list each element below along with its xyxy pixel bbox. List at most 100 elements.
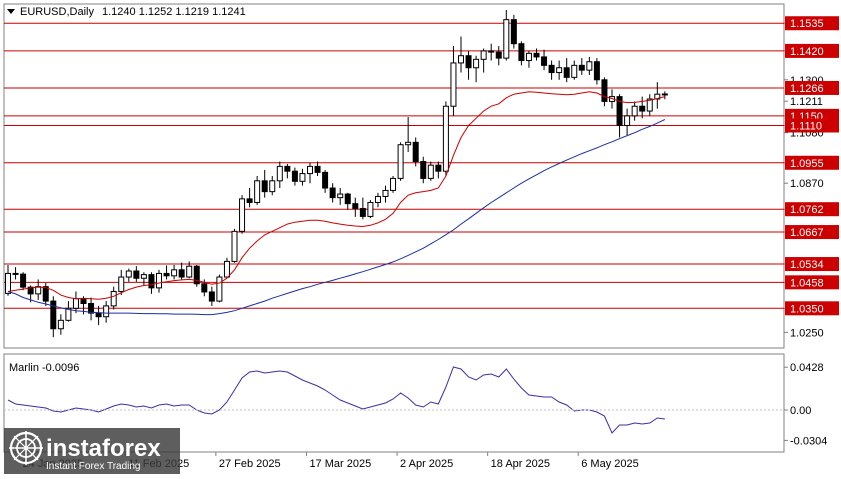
candle-body-bear bbox=[208, 291, 215, 302]
level-price-box bbox=[785, 155, 839, 170]
level-lines bbox=[4, 22, 784, 309]
candles bbox=[5, 10, 668, 338]
candle bbox=[322, 169, 329, 193]
candle-body-bear bbox=[541, 56, 548, 66]
candle bbox=[495, 46, 502, 66]
collapse-arrow-icon[interactable] bbox=[7, 9, 15, 14]
candle-body-bear bbox=[420, 161, 427, 179]
candle bbox=[12, 267, 19, 280]
candle bbox=[571, 60, 578, 80]
level-price-label: 1.0762 bbox=[790, 204, 824, 216]
candle-body-bull bbox=[382, 189, 389, 197]
candle-body-bull bbox=[450, 62, 457, 107]
candle-body-bear bbox=[178, 269, 185, 278]
candle bbox=[397, 142, 404, 181]
candle-body-bear bbox=[344, 193, 351, 205]
candle-body-bull bbox=[661, 93, 668, 96]
level-price-label: 1.1110 bbox=[790, 120, 822, 132]
blue-ma-line bbox=[7, 119, 666, 316]
candle bbox=[178, 262, 185, 280]
candle bbox=[88, 297, 95, 321]
candle bbox=[57, 314, 64, 335]
candle bbox=[65, 301, 72, 322]
instaforex-watermark: instaforex Instant Forex Trading bbox=[4, 428, 180, 474]
candle bbox=[631, 101, 638, 121]
candle-body-bear bbox=[261, 180, 268, 193]
level-price-box bbox=[785, 225, 839, 240]
candle bbox=[533, 48, 540, 61]
candle bbox=[223, 257, 230, 279]
candle bbox=[5, 265, 11, 296]
indicator-axis: 0.0428 0.00 -0.0304 bbox=[784, 362, 827, 447]
candle-body-bull bbox=[654, 93, 661, 100]
candle bbox=[556, 60, 563, 80]
candle-body-bull bbox=[458, 55, 464, 64]
candle bbox=[405, 117, 412, 152]
candle bbox=[541, 49, 548, 71]
level-price-label: 1.0350 bbox=[790, 303, 824, 315]
candle-body-bear bbox=[510, 19, 517, 45]
candle-body-bull bbox=[390, 177, 397, 191]
candle bbox=[390, 176, 397, 193]
candle bbox=[254, 176, 261, 205]
candle-body-bull bbox=[57, 319, 64, 330]
candle bbox=[125, 268, 132, 282]
candle bbox=[231, 228, 238, 263]
candle-body-bull bbox=[646, 98, 653, 112]
candle bbox=[110, 286, 117, 310]
candle bbox=[458, 36, 464, 73]
candle bbox=[352, 197, 359, 217]
candle bbox=[473, 55, 480, 83]
candle-body-bull bbox=[405, 141, 412, 146]
candle-body-bull bbox=[367, 201, 374, 217]
candle bbox=[654, 82, 661, 109]
candle bbox=[624, 108, 631, 136]
level-price-label: 1.1420 bbox=[790, 46, 824, 58]
candle-body-bear bbox=[352, 203, 359, 209]
candle-body-bull bbox=[72, 298, 79, 309]
candle-body-bull bbox=[125, 270, 132, 278]
candle-body-bull bbox=[556, 67, 563, 74]
candle bbox=[299, 168, 306, 186]
candle-body-bear bbox=[88, 302, 95, 314]
candle bbox=[435, 161, 442, 179]
candle-body-bear bbox=[314, 165, 321, 173]
candle bbox=[307, 162, 313, 184]
candle-body-bull bbox=[586, 61, 593, 71]
level-price-label: 1.1535 bbox=[790, 18, 824, 30]
candle-body-bear bbox=[359, 207, 366, 217]
time-tick-label: 27 Feb 2025 bbox=[219, 458, 281, 470]
candle bbox=[367, 200, 374, 219]
candle-body-bull bbox=[442, 105, 449, 172]
candle bbox=[193, 265, 200, 287]
candle bbox=[140, 272, 147, 286]
candle-body-bull bbox=[65, 307, 72, 321]
candle bbox=[261, 169, 268, 198]
candle-body-bear bbox=[533, 52, 540, 58]
candle-body-bear bbox=[246, 198, 253, 203]
candle-body-bear bbox=[12, 272, 19, 275]
level-price-label: 1.0458 bbox=[790, 277, 824, 289]
candle-body-bull bbox=[571, 64, 578, 78]
ohlc-values: 1.1240 1.1252 1.1219 1.1241 bbox=[102, 6, 246, 18]
price-tick-label: 1.0870 bbox=[790, 178, 824, 190]
candle bbox=[276, 161, 283, 189]
candle bbox=[171, 265, 178, 280]
candle bbox=[578, 58, 585, 75]
candle-body-bull bbox=[103, 305, 110, 318]
candle-body-bear bbox=[291, 170, 298, 182]
candle-body-bull bbox=[480, 50, 487, 60]
moving-averages bbox=[7, 91, 666, 316]
candle-body-bear bbox=[284, 165, 291, 172]
level-price-box bbox=[785, 43, 839, 58]
candle-body-bear bbox=[616, 96, 623, 126]
candle bbox=[186, 261, 193, 279]
candle bbox=[239, 195, 246, 234]
candle bbox=[284, 163, 291, 179]
candle bbox=[42, 283, 49, 306]
candle-body-bear bbox=[27, 286, 34, 295]
candle-body-bear bbox=[201, 283, 208, 293]
candle-body-bear bbox=[329, 187, 336, 199]
watermark-tagline: Instant Forex Trading bbox=[46, 461, 141, 472]
